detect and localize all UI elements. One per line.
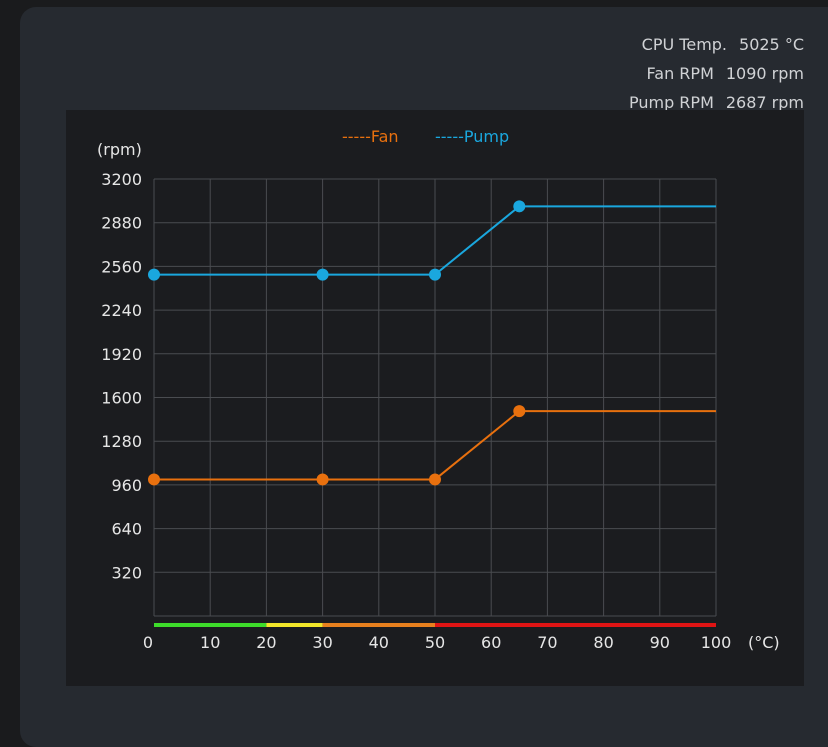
x-tick-label: 20 — [256, 633, 276, 652]
x-tick-label: 70 — [537, 633, 557, 652]
x-tick-label: 80 — [593, 633, 613, 652]
x-tick-label: 60 — [481, 633, 501, 652]
y-tick-label: 1600 — [101, 389, 142, 408]
y-tick-label: 640 — [111, 520, 142, 539]
stat-label: Pump RPM — [628, 93, 714, 112]
x-tick-label: 30 — [312, 633, 332, 652]
fan-curve-point[interactable] — [513, 405, 526, 418]
stat-cpu-temp: CPU Temp. 5025 °C — [629, 30, 804, 59]
stat-value: 1090 rpm — [725, 64, 804, 83]
pump-curve-point[interactable] — [148, 268, 160, 281]
x-tick-label: 90 — [650, 633, 670, 652]
fan-curve-point[interactable] — [316, 473, 329, 486]
y-tick-label: 2560 — [101, 257, 142, 276]
temp-zone-bar — [266, 623, 323, 627]
y-tick-label: 1920 — [101, 345, 142, 364]
x-tick-label: 40 — [369, 633, 389, 652]
stat-fan-rpm: Fan RPM 1090 rpm — [629, 59, 804, 88]
stat-label: CPU Temp. — [641, 35, 728, 54]
x-tick-label: 50 — [425, 633, 445, 652]
stat-value: 5025 °C — [739, 35, 804, 54]
legend-pump[interactable]: -----Pump — [435, 127, 509, 146]
y-tick-label: 1280 — [101, 432, 142, 451]
y-tick-label: 2240 — [101, 301, 142, 320]
stat-pump-rpm: Pump RPM 2687 rpm — [629, 88, 804, 117]
x-tick-label: 0 — [143, 633, 153, 652]
chart-svg: (rpm) (°C) -----Fan -----Pump 320 640 960 1… — [97, 127, 780, 652]
pump-curve-point[interactable] — [513, 200, 526, 213]
pump-curve-point[interactable] — [429, 268, 441, 281]
y-tick-label: 3200 — [101, 170, 142, 189]
x-tick-label: 10 — [200, 633, 220, 652]
temp-zone-bar — [435, 623, 716, 627]
fan-curve-point[interactable] — [148, 473, 160, 486]
y-axis-label: (rpm) — [97, 140, 142, 159]
stat-label: Fan RPM — [646, 64, 714, 83]
x-tick-label: 100 — [701, 633, 732, 652]
legend-fan[interactable]: -----Fan — [342, 127, 399, 146]
x-axis-label: (°C) — [748, 633, 780, 652]
stats-readout: CPU Temp. 5025 °C Fan RPM 1090 rpm Pump RP… — [629, 30, 804, 117]
temp-zone-bar — [154, 623, 267, 627]
y-tick-label: 2880 — [101, 214, 142, 233]
temp-zone-bar — [322, 623, 435, 627]
pump-curve-point[interactable] — [316, 268, 329, 281]
stat-value: 2687 rpm — [725, 93, 804, 112]
fan-curve-point[interactable] — [429, 473, 441, 486]
y-tick-label: 320 — [111, 563, 142, 582]
y-tick-label: 960 — [111, 476, 142, 495]
